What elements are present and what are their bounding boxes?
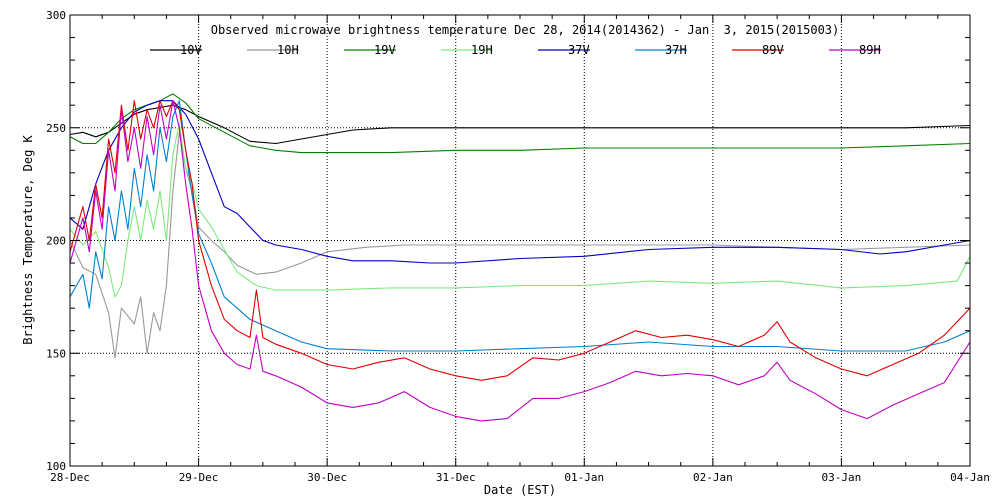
series-line-37v: [69, 100, 971, 264]
x-tick-label: 31-Dec: [436, 471, 476, 484]
y-tick-label: 150: [46, 347, 66, 360]
y-tick-label: 250: [46, 122, 66, 135]
x-tick-label: 28-Dec: [50, 471, 90, 484]
x-tick-label: 29-Dec: [179, 471, 219, 484]
series-line-10v: [69, 104, 971, 145]
y-axis-label: Brightness Temperature, Deg K: [21, 134, 35, 344]
series-line-89h: [69, 100, 971, 422]
series-line-89v: [69, 100, 971, 381]
legend-label-19h: 19H: [471, 43, 493, 57]
legend: 10V 10H 19V 19H 37V 37H 89V 89H: [150, 43, 881, 57]
y-tick-label: 200: [46, 235, 66, 248]
legend-label-89h: 89H: [859, 43, 881, 57]
axis-ticks: 28-Dec 29-Dec 30-Dec 31-Dec 01-Jan 02-Jan 03-J…: [46, 9, 990, 484]
x-tick-label: 30-Dec: [307, 471, 347, 484]
x-tick-label: 04-Jan: [950, 471, 990, 484]
x-tick-label: 01-Jan: [564, 471, 604, 484]
x-tick-label: 02-Jan: [693, 471, 733, 484]
legend-label-10h: 10H: [277, 43, 299, 57]
legend-label-37v: 37V: [568, 43, 590, 57]
series-layer: [69, 93, 971, 422]
legend-label-19v: 19V: [374, 43, 396, 57]
chart-title: Observed microwave brightness temperatur…: [211, 23, 840, 37]
plot-frame: [69, 14, 971, 467]
y-tick-label: 100: [46, 460, 66, 473]
series-line-19h: [69, 122, 971, 298]
legend-label-89v: 89V: [762, 43, 784, 57]
grid: [70, 15, 970, 466]
x-tick-label: 03-Jan: [822, 471, 862, 484]
legend-label-10v: 10V: [180, 43, 202, 57]
legend-label-37h: 37H: [665, 43, 687, 57]
series-line-10h: [69, 131, 971, 359]
y-tick-label: 300: [46, 9, 66, 22]
x-axis-label: Date (EST): [484, 483, 556, 497]
